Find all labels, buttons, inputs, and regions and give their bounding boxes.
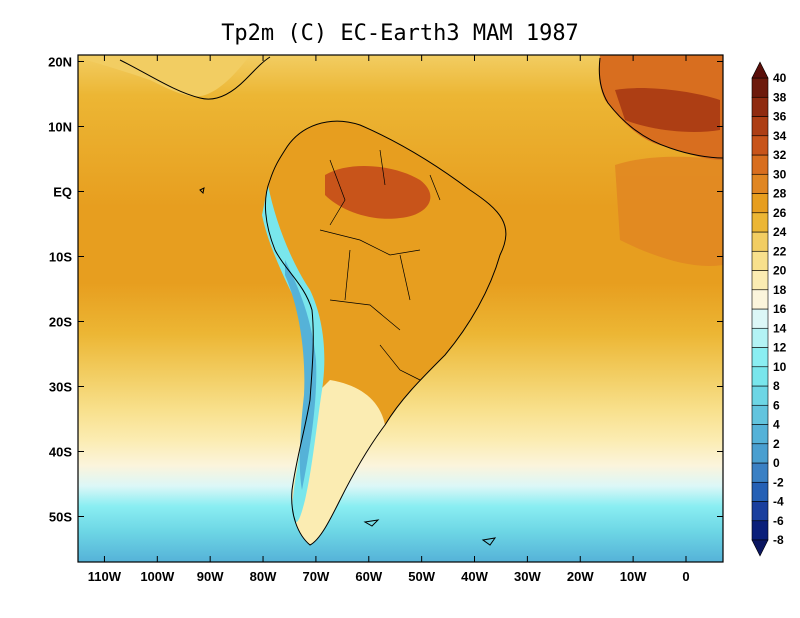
colorbar-label: -8 — [773, 533, 784, 547]
colorbar-label: 30 — [773, 167, 787, 181]
lat-tick-label: 10N — [48, 120, 72, 135]
colorbar-segment — [751, 212, 769, 233]
colorbar-label: 26 — [773, 206, 787, 220]
colorbar-label: 16 — [773, 302, 787, 316]
africa-hot-core — [615, 88, 720, 132]
colorbar-label: 36 — [773, 110, 787, 124]
lat-tick-label: 10S — [49, 250, 72, 265]
colorbar-label: 0 — [773, 456, 780, 470]
colorbar-label: 4 — [773, 418, 780, 432]
islands — [199, 187, 497, 546]
lon-tick-label: 0 — [682, 569, 689, 584]
lon-tick-label: 70W — [303, 569, 330, 584]
colorbar-label: 8 — [773, 379, 780, 393]
lon-tick-label: 60W — [355, 569, 382, 584]
colorbar-segment — [751, 520, 769, 541]
colorbar-label: -2 — [773, 475, 784, 489]
colorbar-segment — [751, 424, 769, 445]
lat-tick-label: 40S — [49, 445, 72, 460]
warm-east-atlantic — [615, 156, 723, 266]
colorbar-label: 2 — [773, 437, 780, 451]
colorbar-under-triangle — [751, 539, 769, 557]
lon-tick-label: 10W — [620, 569, 647, 584]
colorbar-segment — [751, 289, 769, 310]
latitude-axis: 20N 10N EQ 10S 20S 30S 40S 50S — [48, 55, 723, 525]
colorbar-segment — [751, 327, 769, 348]
colorbar-segment — [751, 173, 769, 194]
colorbar-label: 34 — [773, 129, 787, 143]
colorbar-segment — [751, 135, 769, 156]
amazon-hot-region — [325, 165, 431, 219]
lat-tick-label: 50S — [49, 510, 72, 525]
colorbar-label: 38 — [773, 90, 787, 104]
lat-tick-label: 30S — [49, 380, 72, 395]
colorbar: -8-6-4-202468101214161820222426283032343… — [751, 61, 787, 557]
colorbar-label: -6 — [773, 514, 784, 528]
colorbar-label: 24 — [773, 225, 787, 239]
colorbar-segment — [751, 501, 769, 522]
colorbar-label: 12 — [773, 341, 787, 355]
central-america-land — [78, 55, 250, 97]
lat-tick-label: 20N — [48, 55, 72, 70]
colorbar-label: 6 — [773, 398, 780, 412]
colorbar-segment — [751, 270, 769, 291]
colorbar-label: 14 — [773, 321, 787, 335]
lat-tick-label: EQ — [53, 185, 72, 200]
south-america-coastline — [265, 120, 507, 546]
country-borders — [319, 149, 441, 381]
colorbar-segment — [751, 231, 769, 252]
colorbar-segment — [751, 366, 769, 387]
colorbar-label: 32 — [773, 148, 787, 162]
lon-tick-label: 30W — [514, 569, 541, 584]
lon-tick-label: 80W — [250, 569, 277, 584]
lon-tick-label: 50W — [408, 569, 435, 584]
lat-tick-label: 20S — [49, 315, 72, 330]
colorbar-segment — [751, 385, 769, 406]
colorbar-label: 10 — [773, 360, 787, 374]
longitude-axis: 110W 100W 90W 80W 70W 60W 50W 40W 30W 20W 10W 0 — [88, 55, 690, 584]
lon-tick-label: 110W — [88, 569, 122, 584]
africa-coastline — [598, 57, 723, 159]
lon-tick-label: 90W — [197, 569, 224, 584]
colorbar-segment — [751, 308, 769, 329]
colorbar-segment — [751, 193, 769, 214]
colorbar-segment — [751, 404, 769, 425]
colorbar-segment — [751, 154, 769, 175]
colorbar-segment — [751, 481, 769, 502]
colorbar-segment — [751, 443, 769, 464]
colorbar-segment — [751, 347, 769, 368]
central-america-coastline — [119, 56, 271, 100]
lon-tick-label: 40W — [461, 569, 488, 584]
colorbar-label: 18 — [773, 283, 787, 297]
colorbar-label: 20 — [773, 264, 787, 278]
colorbar-label: 28 — [773, 187, 787, 201]
colorbar-segment — [751, 96, 769, 117]
colorbar-segment — [751, 250, 769, 271]
lon-tick-label: 20W — [567, 569, 594, 584]
andes-core-cold — [285, 260, 317, 490]
colorbar-label: -4 — [773, 495, 784, 509]
colorbar-segment — [751, 462, 769, 483]
chart-title: Tp2m (C) EC-Earth3 MAM 1987 — [221, 21, 579, 46]
colorbar-over-triangle — [751, 61, 769, 79]
lon-tick-label: 100W — [140, 569, 175, 584]
colorbar-label: 22 — [773, 244, 787, 258]
map-area — [78, 55, 723, 562]
colorbar-label: 40 — [773, 71, 787, 85]
colorbar-segment — [751, 77, 769, 98]
map-frame — [77, 54, 724, 563]
colorbar-segment — [751, 116, 769, 137]
